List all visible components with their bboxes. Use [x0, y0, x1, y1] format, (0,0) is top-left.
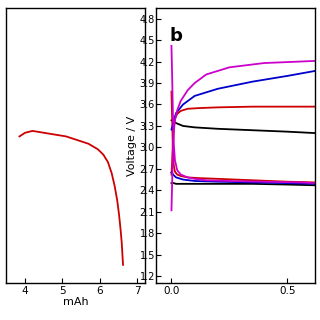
Text: b: b — [169, 27, 182, 45]
X-axis label: mAh: mAh — [63, 297, 88, 308]
Y-axis label: Voltage / V: Voltage / V — [127, 116, 137, 176]
